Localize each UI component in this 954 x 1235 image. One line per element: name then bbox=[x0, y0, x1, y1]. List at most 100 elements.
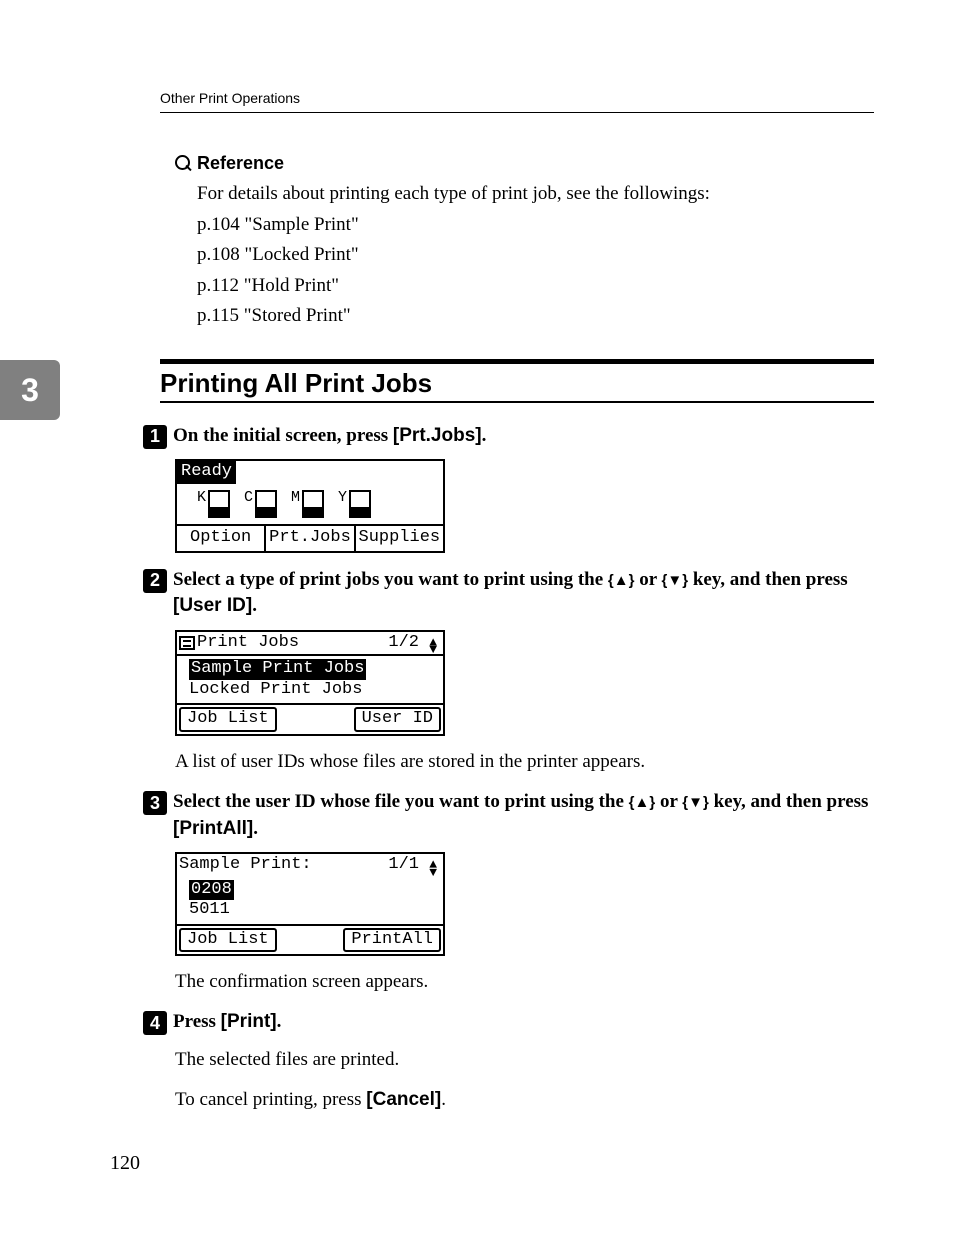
lcd-list-item-selected: Sample Print Jobs bbox=[189, 659, 435, 679]
step-1: 1 On the initial screen, press [Prt.Jobs… bbox=[175, 423, 874, 553]
ui-key-label: [User ID] bbox=[173, 595, 252, 616]
text: . bbox=[482, 425, 487, 446]
step-4: 4 Press [Print]. The selected files are … bbox=[175, 1009, 874, 1113]
ui-key-label: [PrintAll] bbox=[173, 818, 253, 839]
up-key-icon: {▲} bbox=[608, 570, 635, 591]
lcd-bottom-keys: Job List PrintAll bbox=[177, 924, 443, 954]
text: key, and then press bbox=[688, 569, 848, 590]
step-3: 3 Select the user ID whose file you want… bbox=[175, 789, 874, 995]
step-2-body: A list of user IDs whose files are store… bbox=[175, 748, 874, 776]
reference-header: Reference bbox=[175, 153, 874, 174]
softkey-option: Option bbox=[177, 526, 266, 550]
softkey-printall: PrintAll bbox=[343, 928, 441, 952]
text: . bbox=[277, 1011, 282, 1032]
lcd-list: 0208 5011 bbox=[177, 877, 443, 924]
down-arrow-icon: ▼ bbox=[429, 646, 437, 653]
page: Other Print Operations 3 Reference For d… bbox=[0, 0, 954, 1235]
selected-item: Sample Print Jobs bbox=[189, 659, 366, 679]
ui-key-label: [Print] bbox=[221, 1011, 277, 1032]
step-4-head: 4 Press [Print]. bbox=[143, 1009, 874, 1036]
reference-item: p.115 "Stored Print" bbox=[197, 302, 874, 331]
toner-k: K bbox=[197, 490, 230, 518]
lcd-list-item: 5011 bbox=[189, 900, 435, 920]
reference-item: p.108 "Locked Print" bbox=[197, 241, 874, 270]
step-1-head: 1 On the initial screen, press [Prt.Jobs… bbox=[143, 423, 874, 450]
softkey-prtjobs: Prt.Jobs bbox=[266, 526, 355, 550]
toner-label: Y bbox=[338, 490, 347, 505]
down-arrow-icon: ▼ bbox=[429, 869, 437, 876]
lcd-page: 1/2 bbox=[388, 633, 419, 652]
text: . bbox=[253, 818, 258, 839]
text: or bbox=[655, 791, 682, 812]
lcd-bottom-keys: Job List User ID bbox=[177, 703, 443, 733]
softkey-joblist: Job List bbox=[179, 707, 277, 731]
step-2-head: 2 Select a type of print jobs you want t… bbox=[143, 567, 874, 620]
lcd-list: Sample Print Jobs Locked Print Jobs bbox=[177, 656, 443, 703]
reference-body: For details about printing each type of … bbox=[197, 180, 874, 331]
step-4-body-2: To cancel printing, press [Cancel]. bbox=[175, 1086, 874, 1114]
softkey-userid: User ID bbox=[354, 707, 441, 731]
reference-item: p.104 "Sample Print" bbox=[197, 211, 874, 240]
reference-block: Reference For details about printing eac… bbox=[175, 153, 874, 331]
lcd-header-right: 1/2 ▲▼ bbox=[388, 633, 437, 653]
reference-item: p.112 "Hold Print" bbox=[197, 272, 874, 301]
lcd-toner-row: K C M Y bbox=[177, 484, 443, 524]
step-number-badge: 4 bbox=[143, 1011, 167, 1035]
step-2: 2 Select a type of print jobs you want t… bbox=[175, 567, 874, 775]
lcd-title: Sample Print: bbox=[179, 855, 312, 875]
step-3-head: 3 Select the user ID whose file you want… bbox=[143, 789, 874, 842]
toner-bar-icon bbox=[302, 490, 324, 518]
down-key-icon: {▼} bbox=[662, 570, 689, 591]
selected-item: 0208 bbox=[189, 880, 234, 900]
chapter-tab: 3 bbox=[0, 360, 60, 420]
text: On the initial screen, press bbox=[173, 425, 393, 446]
lcd-title: Print Jobs bbox=[197, 633, 299, 653]
section-rule-thick bbox=[160, 359, 874, 364]
step-3-body: The confirmation screen appears. bbox=[175, 968, 874, 996]
text: Select the user ID whose file you want t… bbox=[173, 791, 629, 812]
lcd-print-jobs-screen: Print Jobs 1/2 ▲▼ Sample Print Jobs Lock… bbox=[175, 630, 445, 736]
lcd-sample-print-screen: Sample Print: 1/1 ▲▼ 0208 5011 Job List … bbox=[175, 852, 445, 956]
ui-key-label: [Prt.Jobs] bbox=[393, 425, 482, 446]
scroll-arrows-icon: ▲▼ bbox=[429, 639, 437, 653]
lcd-status: Ready bbox=[177, 461, 236, 484]
lcd-page: 1/1 bbox=[388, 855, 419, 874]
toner-bar-icon bbox=[208, 490, 230, 518]
step-number-badge: 1 bbox=[143, 425, 167, 449]
step-number-badge: 3 bbox=[143, 791, 167, 815]
lcd-softkeys: Option Prt.Jobs Supplies bbox=[177, 524, 443, 550]
step-3-text: Select the user ID whose file you want t… bbox=[173, 789, 874, 842]
ui-key-label: [Cancel] bbox=[366, 1089, 441, 1110]
step-2-text: Select a type of print jobs you want to … bbox=[173, 567, 874, 620]
text: . bbox=[252, 595, 257, 616]
reference-intro: For details about printing each type of … bbox=[197, 180, 874, 209]
toner-bar-icon bbox=[255, 490, 277, 518]
content-area: Reference For details about printing eac… bbox=[175, 153, 874, 1113]
text: or bbox=[634, 569, 661, 590]
toner-y: Y bbox=[338, 490, 371, 518]
toner-m: M bbox=[291, 490, 324, 518]
toner-c: C bbox=[244, 490, 277, 518]
text: To cancel printing, press bbox=[175, 1089, 366, 1110]
down-key-icon: {▼} bbox=[682, 792, 709, 813]
toner-label: C bbox=[244, 490, 253, 505]
text: key, and then press bbox=[709, 791, 869, 812]
lcd-header: Print Jobs 1/2 ▲▼ bbox=[177, 632, 443, 656]
toner-bar-icon bbox=[349, 490, 371, 518]
text: . bbox=[441, 1089, 446, 1110]
step-number-badge: 2 bbox=[143, 569, 167, 593]
text: Press bbox=[173, 1011, 221, 1032]
toner-label: M bbox=[291, 490, 300, 505]
lcd-title-row: Ready bbox=[177, 461, 443, 484]
section-title: Printing All Print Jobs bbox=[160, 368, 874, 399]
step-1-text: On the initial screen, press [Prt.Jobs]. bbox=[173, 423, 486, 450]
lcd-ready-screen: Ready K C M Y Option Prt.Jobs Supplies bbox=[175, 459, 445, 553]
toner-label: K bbox=[197, 490, 206, 505]
lcd-header: Sample Print: 1/1 ▲▼ bbox=[177, 854, 443, 876]
lcd-header-left: Print Jobs bbox=[179, 633, 299, 653]
text: Select a type of print jobs you want to … bbox=[173, 569, 608, 590]
running-header: Other Print Operations bbox=[160, 90, 874, 113]
reference-icon bbox=[175, 155, 193, 173]
lcd-list-item-selected: 0208 bbox=[189, 880, 435, 900]
document-icon bbox=[179, 636, 195, 650]
